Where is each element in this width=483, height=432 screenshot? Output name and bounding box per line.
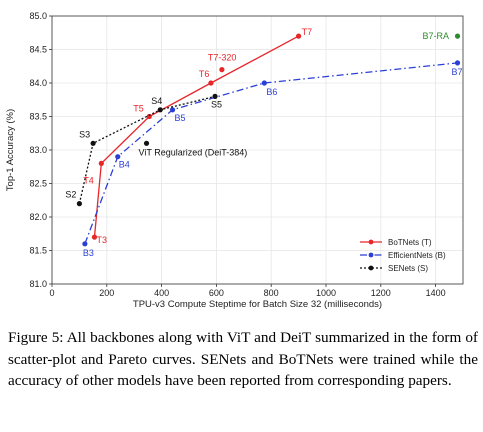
axis-ticks: 0 200 400 600 800 1000 1200 1400 81.0 81.5 82.0 82.… xyxy=(29,11,445,298)
data-point-b7-ra xyxy=(454,33,461,39)
y-tick-label: 84.5 xyxy=(29,45,47,55)
data-point-b5 xyxy=(169,107,176,113)
x-tick-label: 400 xyxy=(154,288,169,298)
point-label-t5: T5 xyxy=(133,104,144,114)
series-senets: S2 S3 S4 S5 xyxy=(65,93,222,207)
point-label-b3: B3 xyxy=(83,248,94,258)
point-label-t7: T7 xyxy=(302,27,313,37)
legend-swatch-marker xyxy=(368,239,374,245)
y-tick-label: 85.0 xyxy=(29,11,47,21)
point-label-s5: S5 xyxy=(211,99,222,109)
legend-entry-senets: SENets (S) xyxy=(360,264,428,273)
legend-label: BoTNets (T) xyxy=(388,238,432,247)
y-tick-label: 83.5 xyxy=(29,112,47,122)
point-label-t4: T4 xyxy=(83,175,94,185)
point-label-s2: S2 xyxy=(65,190,76,200)
x-tick-label: 0 xyxy=(49,288,54,298)
data-point-t4 xyxy=(98,160,104,166)
data-point-s3 xyxy=(90,140,96,146)
point-label-b6: B6 xyxy=(266,87,277,97)
data-series: T3 T4 T5 T6 T7 B3 B4 B5 B6 B7 S2 S3 S4 S5 xyxy=(65,27,462,258)
figure-caption: Figure 5: All backbones along with ViT a… xyxy=(8,329,478,389)
point-label-s4: S4 xyxy=(151,96,162,106)
x-axis-title: TPU-v3 Compute Steptime for Batch Size 3… xyxy=(133,299,382,310)
point-label-t7-320: T7-320 xyxy=(208,53,237,63)
x-tick-label: 800 xyxy=(264,288,279,298)
series-botnets: T3 T4 T5 T6 T7 xyxy=(83,27,312,245)
legend: BoTNets (T) EfficientNets (B) SENets (S) xyxy=(360,238,446,273)
x-tick-label: 200 xyxy=(99,288,114,298)
data-point-b7 xyxy=(454,60,461,66)
data-point-s4 xyxy=(157,107,163,113)
x-tick-label: 1000 xyxy=(316,288,336,298)
x-tick-label: 600 xyxy=(209,288,224,298)
data-point-b6 xyxy=(261,80,267,86)
extra-points: T7-320 ViT Regularized (DeiT-384) B7-RA xyxy=(139,31,461,157)
x-tick-label: 1400 xyxy=(426,288,446,298)
y-axis-title: Top-1 Accuracy (%) xyxy=(5,109,16,191)
y-tick-label: 83.0 xyxy=(29,145,47,155)
series-line xyxy=(78,95,216,204)
point-label-b7-ra: B7-RA xyxy=(423,31,450,41)
y-tick-label: 82.0 xyxy=(29,212,47,222)
legend-swatch-marker xyxy=(368,252,374,258)
data-point-t6 xyxy=(208,80,214,86)
legend-entry-botnets: BoTNets (T) xyxy=(360,238,432,247)
legend-entry-efficientnets: EfficientNets (B) xyxy=(360,251,446,260)
series-efficientnets: B3 B4 B5 B6 B7 xyxy=(82,60,463,258)
data-point-vit-regularized-deit-384 xyxy=(143,140,150,146)
data-point-b4 xyxy=(115,154,121,160)
legend-label: SENets (S) xyxy=(388,264,428,273)
point-label-b7: B7 xyxy=(452,67,463,77)
data-point-s5 xyxy=(212,93,218,99)
data-point-b3 xyxy=(82,241,88,247)
point-label-t3: T3 xyxy=(96,235,107,245)
point-label-b4: B4 xyxy=(119,160,130,170)
pareto-scatter-chart: 0 200 400 600 800 1000 1200 1400 81.0 81.5 82.0 82.… xyxy=(5,11,464,310)
data-point-t7-320 xyxy=(219,67,225,73)
y-tick-label: 82.5 xyxy=(29,179,47,189)
point-label-vit-regularized-deit-384: ViT Regularized (DeiT-384) xyxy=(139,147,248,157)
legend-swatch-marker xyxy=(368,265,374,271)
point-label-s3: S3 xyxy=(79,129,90,139)
point-label-t6: T6 xyxy=(199,69,210,79)
legend-label: EfficientNets (B) xyxy=(388,251,446,260)
series-line xyxy=(93,35,299,238)
y-tick-label: 84.0 xyxy=(29,78,47,88)
y-tick-label: 81.5 xyxy=(29,246,47,256)
point-label-b5: B5 xyxy=(175,113,186,123)
data-point-t7 xyxy=(296,33,302,39)
x-tick-label: 1200 xyxy=(371,288,391,298)
data-point-t3 xyxy=(91,234,98,240)
y-tick-label: 81.0 xyxy=(29,279,47,289)
data-point-s2 xyxy=(76,201,82,207)
